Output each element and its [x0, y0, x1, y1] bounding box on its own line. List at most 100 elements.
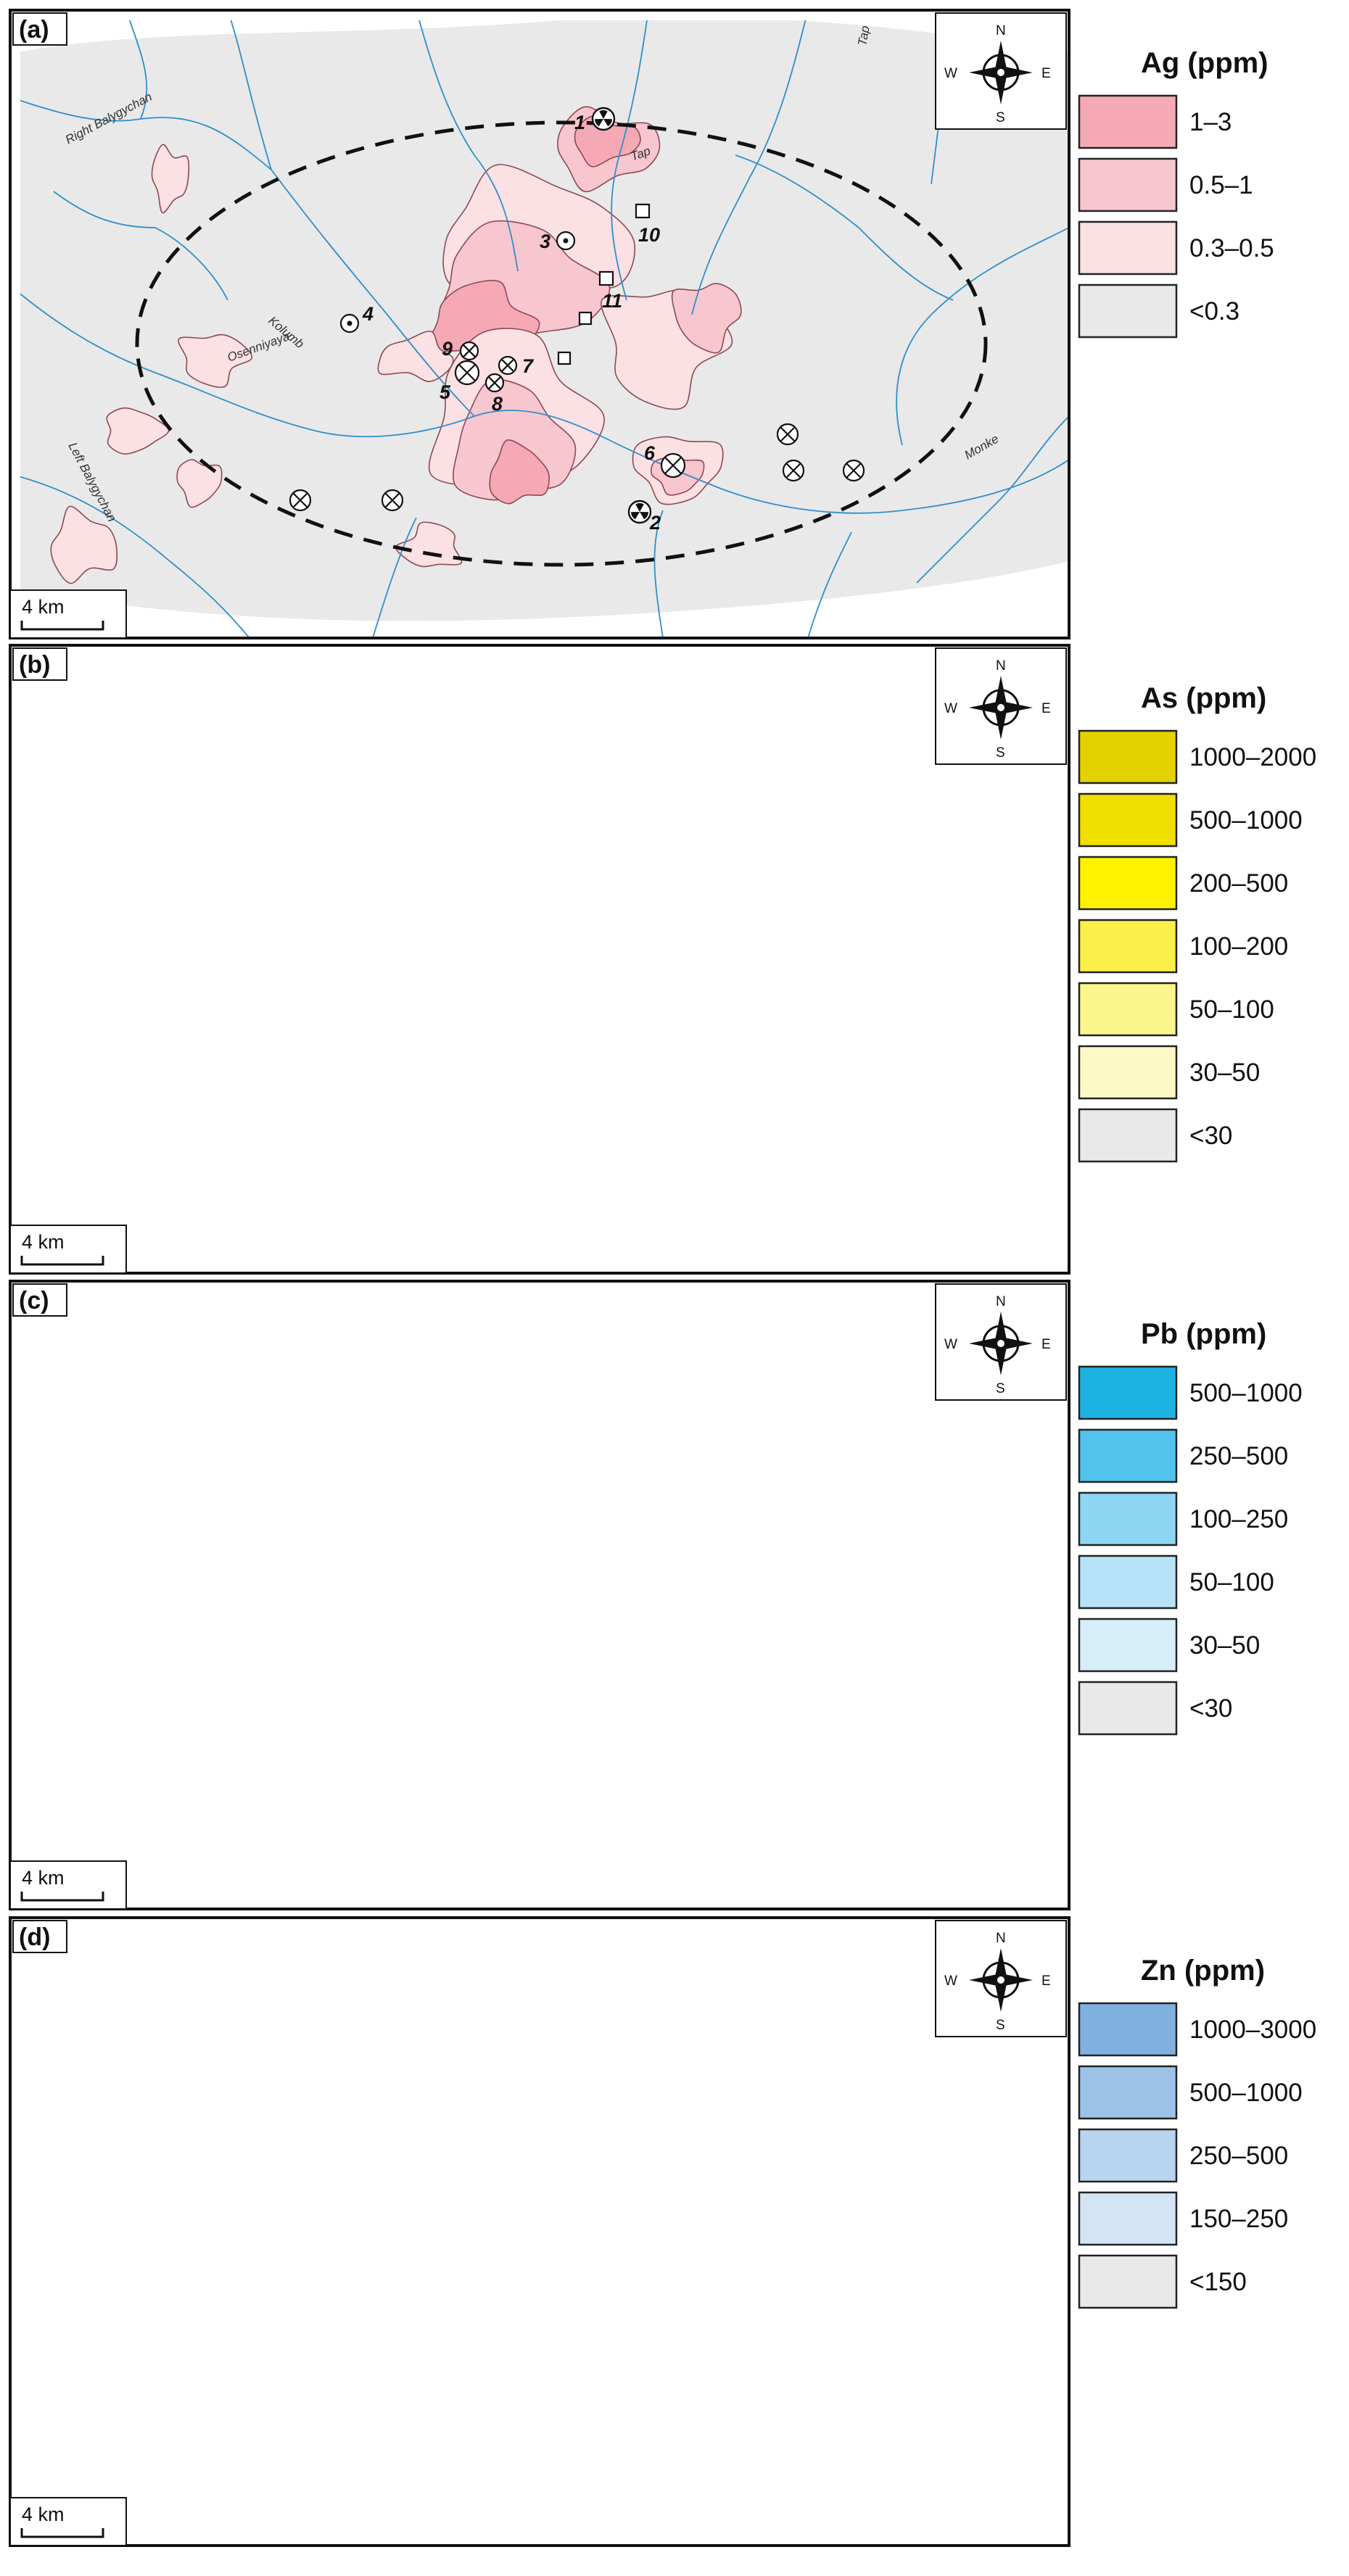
deposit-radial-segment [631, 512, 640, 520]
site-6: 6 [644, 442, 686, 479]
compass-letter-w: W [944, 66, 957, 81]
compass-letter-w: W [944, 701, 957, 716]
legend-swatch [1078, 1428, 1178, 1483]
compass-letter-s: S [996, 110, 1005, 125]
deposit-dot-center [563, 238, 569, 244]
anomaly-contour [50, 505, 118, 584]
legend-swatch [1078, 2065, 1178, 2120]
site-number-label: 11 [602, 290, 622, 312]
legend-label: 500–1000 [1189, 2079, 1303, 2107]
anomaly-contour [671, 283, 742, 354]
legend-swatch [1078, 2002, 1178, 2057]
scale-bar-label: 4 km [22, 2503, 65, 2525]
site-2: 2 [627, 500, 661, 534]
map-frame [9, 644, 1070, 1275]
panel-label: (d) [19, 1923, 50, 1951]
occurrence-square-icon [598, 270, 614, 286]
legend-swatch [1078, 856, 1178, 911]
legend-label: <30 [1189, 1694, 1232, 1723]
compass-letter-e: E [1041, 1974, 1051, 1989]
legend-label: 200–500 [1189, 869, 1288, 898]
site-number-label: 4 [362, 303, 374, 325]
legend-b: As (ppm) 1000–2000 500–1000 200–500 100–200 5… [1078, 682, 1316, 1163]
site-7: 7 [498, 355, 535, 377]
compass-letter-w: W [944, 1974, 957, 1989]
scale-bar-line [20, 2528, 104, 2538]
legend-label: 150–250 [1189, 2205, 1288, 2233]
site-number-label: 7 [522, 355, 535, 377]
site-11: 11 [598, 270, 622, 312]
site-5: 5 [440, 360, 480, 403]
prospect-cross-icon [776, 423, 799, 446]
compass-rose-icon: N S W E [944, 658, 1051, 761]
river-line [53, 191, 156, 228]
legend-swatch [1078, 1554, 1178, 1610]
ore-field-boundary [135, 120, 988, 567]
prospect-cross-icon [459, 341, 479, 361]
river-line [418, 20, 519, 272]
legend-label: 100–200 [1189, 932, 1288, 961]
legend-label: <150 [1189, 2268, 1247, 2296]
legend-title: Pb (ppm) [1141, 1318, 1266, 1350]
river-line [807, 531, 852, 639]
map-background [10, 1281, 1069, 1909]
anomaly-contour [106, 407, 170, 455]
legend-swatch [1078, 982, 1178, 1037]
map-frame [9, 9, 1070, 639]
compass-rose-icon: N S W E [944, 1931, 1051, 2033]
scale-bar-line [20, 1256, 104, 1266]
anomaly-contour [151, 144, 190, 214]
river-name-tap: Tap [855, 25, 872, 47]
panel-label-box [12, 647, 67, 681]
map-background [10, 1918, 1069, 2546]
legend-label: 50–100 [1189, 995, 1274, 1024]
deposit-radial-segment [599, 109, 608, 119]
anomaly-contour [489, 439, 550, 505]
legend-label: 500–1000 [1189, 806, 1303, 834]
legend-label: <30 [1189, 1122, 1232, 1150]
deposit-radial-segment [595, 119, 603, 127]
prospect-cross-icon [381, 489, 404, 512]
legend-a: Ag (ppm) 1–3 0.5–1 0.3–0.5 <0.3 [1078, 47, 1274, 339]
site-number-label: 6 [644, 442, 656, 464]
panel-label-box [12, 12, 67, 46]
compass-letter-e: E [1041, 701, 1051, 716]
compass-letter-s: S [996, 1381, 1005, 1396]
prospect-cross-icon [289, 489, 312, 512]
river-line [20, 476, 250, 639]
compass-rose-icon: N S W E [944, 1294, 1051, 1396]
panel-label: (c) [19, 1287, 49, 1314]
legend-swatch [1078, 2128, 1178, 2183]
river-line [720, 459, 1070, 514]
prospect-cross-icon [498, 355, 518, 376]
compass-letter-w: W [944, 1337, 957, 1352]
deposit-radial-segment [635, 503, 644, 512]
legend-label: 1000–2000 [1189, 743, 1316, 771]
legend-label: 100–250 [1189, 1505, 1288, 1533]
legend-label: 1000–3000 [1189, 2016, 1316, 2044]
river-line [474, 410, 722, 489]
legend-swatch [1078, 1108, 1178, 1163]
river-line [653, 510, 664, 639]
legend-swatch [1078, 2191, 1178, 2246]
river-line [230, 20, 272, 170]
compass-letter-s: S [996, 745, 1005, 761]
site-number-label: 10 [638, 224, 660, 246]
river-line [154, 227, 228, 301]
prospect-cross-large-icon [660, 452, 686, 479]
legend-label: 0.3–0.5 [1189, 234, 1274, 262]
site-1: 1 [574, 107, 616, 133]
legend-swatch [1078, 1365, 1178, 1420]
legend-label: 30–50 [1189, 1631, 1260, 1660]
scale-bar-label: 4 km [22, 1231, 65, 1253]
site-number-label: 2 [649, 512, 661, 534]
compass-letter-e: E [1041, 66, 1051, 81]
legend-swatch [1078, 1491, 1178, 1546]
legend-label: 250–500 [1189, 2142, 1288, 2170]
legend-swatch [1078, 1045, 1178, 1100]
river-line [611, 20, 648, 301]
